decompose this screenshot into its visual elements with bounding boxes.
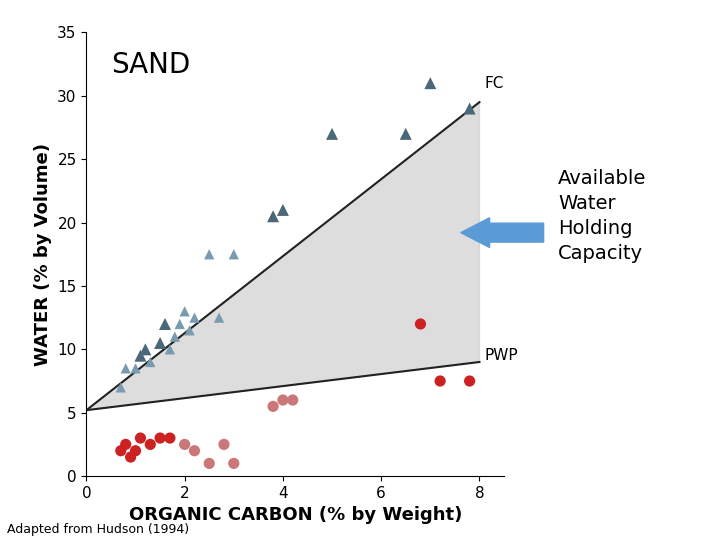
Point: [277, 206, 289, 214]
Point: [159, 320, 171, 328]
X-axis label: ORGANIC CARBON (% by Weight): ORGANIC CARBON (% by Weight): [128, 506, 462, 524]
Point: [164, 345, 176, 354]
Point: [179, 440, 190, 448]
Point: [169, 332, 181, 341]
Point: [277, 395, 289, 404]
Point: [204, 459, 215, 468]
Text: FC: FC: [485, 76, 504, 91]
Point: [415, 320, 426, 328]
Point: [145, 358, 156, 366]
Point: [135, 434, 146, 443]
Point: [434, 377, 446, 385]
Point: [164, 434, 176, 443]
Point: [218, 440, 230, 448]
Point: [213, 313, 225, 322]
Point: [130, 364, 141, 373]
Text: SAND: SAND: [111, 51, 190, 80]
Point: [464, 377, 475, 385]
Text: Available
Water
Holding
Capacity: Available Water Holding Capacity: [558, 169, 647, 263]
Point: [204, 250, 215, 259]
Point: [140, 345, 151, 354]
Point: [189, 446, 200, 455]
Point: [130, 446, 141, 455]
Point: [425, 79, 436, 88]
Point: [287, 395, 299, 404]
Point: [115, 446, 127, 455]
Point: [120, 440, 132, 448]
Y-axis label: WATER (% by Volume): WATER (% by Volume): [34, 143, 52, 366]
Point: [189, 313, 200, 322]
Point: [326, 129, 338, 138]
Point: [154, 339, 166, 347]
Point: [179, 307, 190, 315]
Point: [135, 351, 146, 360]
Point: [400, 129, 412, 138]
Polygon shape: [86, 102, 480, 410]
Point: [464, 104, 475, 113]
Point: [174, 320, 186, 328]
Point: [125, 453, 136, 461]
Point: [228, 250, 240, 259]
Point: [145, 440, 156, 448]
Text: PWP: PWP: [485, 348, 518, 363]
Text: Adapted from Hudson (1994): Adapted from Hudson (1994): [7, 523, 189, 536]
Point: [120, 364, 132, 373]
Point: [115, 383, 127, 392]
Point: [228, 459, 240, 468]
Point: [184, 326, 195, 335]
Point: [154, 434, 166, 443]
Point: [267, 212, 279, 221]
Point: [267, 402, 279, 411]
